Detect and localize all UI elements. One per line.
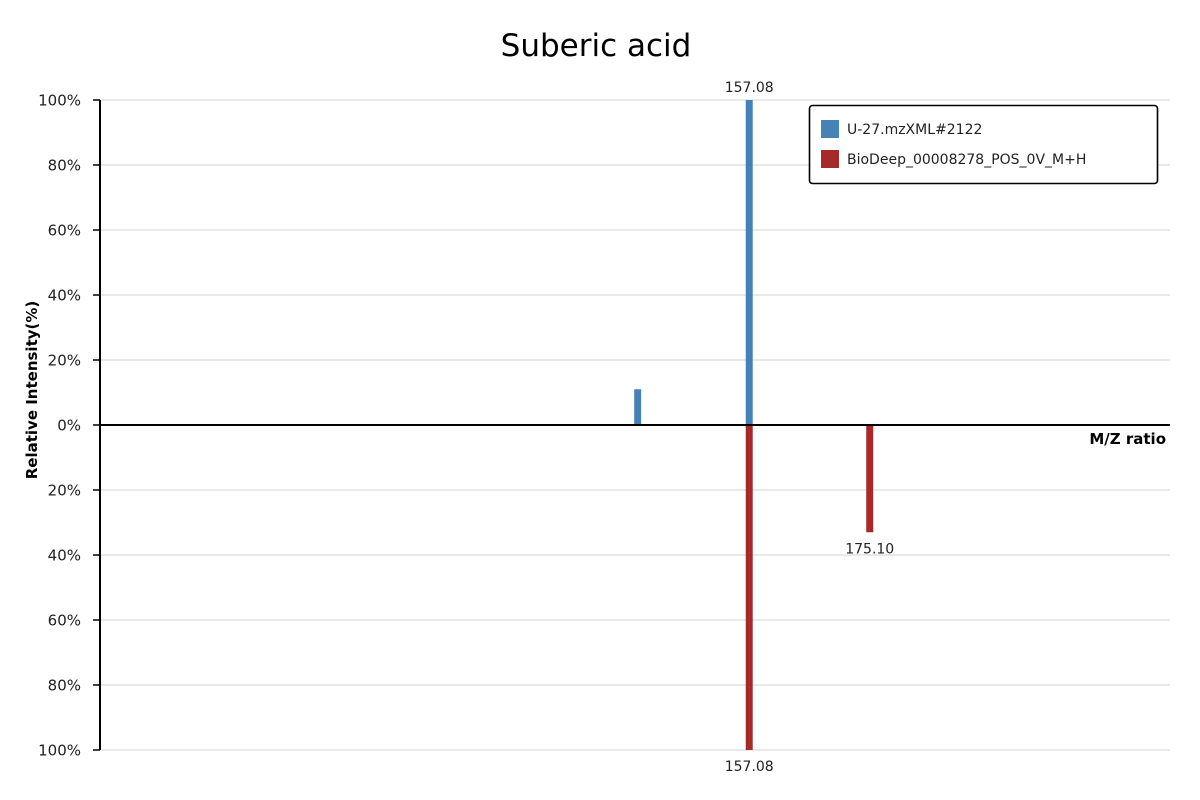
y-axis-title: Relative Intensity(%)	[23, 301, 41, 480]
peak-bar-series-2	[866, 425, 874, 533]
peak-label: 157.08	[725, 759, 774, 775]
x-axis-title: M/Z ratio	[1089, 430, 1166, 448]
peak-label: 175.10	[845, 541, 894, 557]
axis-layer: 100% 80% 60% 40% 20% 0% 20% 40% 60% 80% 100%	[38, 92, 1170, 760]
legend: U-27.mzXML#2122 BioDeep_00008278_POS_0V_…	[808, 104, 1159, 185]
legend-swatch-series-1	[821, 120, 839, 138]
y-tick-label: 100%	[38, 92, 81, 110]
legend-label-series-2: BioDeep_00008278_POS_0V_M+H	[847, 152, 1086, 168]
grid-layer	[100, 99, 1170, 751]
y-tick-label: 80%	[48, 677, 81, 695]
bar-layer	[634, 100, 874, 750]
y-tick-label: 60%	[48, 222, 81, 240]
y-tick-label: 40%	[48, 547, 81, 565]
y-tick-label: 0%	[57, 417, 81, 435]
label-layer: 157.08 157.08 175.10	[725, 80, 895, 775]
y-tick-label: 20%	[48, 352, 81, 370]
y-tick-label: 80%	[48, 157, 81, 175]
peak-bar-series-1	[745, 100, 753, 425]
peak-label: 157.08	[725, 80, 774, 96]
peak-bar-series-2	[745, 425, 753, 750]
y-tick-label: 20%	[48, 482, 81, 500]
legend-label-series-1: U-27.mzXML#2122	[847, 122, 982, 138]
chart-title: Suberic acid	[500, 28, 692, 64]
y-tick-label: 40%	[48, 287, 81, 305]
peak-bar-series-1	[634, 389, 642, 425]
y-tick-label: 60%	[48, 612, 81, 630]
legend-box	[808, 104, 1159, 185]
legend-swatch-series-2	[821, 150, 839, 168]
y-tick-label: 100%	[38, 742, 81, 760]
